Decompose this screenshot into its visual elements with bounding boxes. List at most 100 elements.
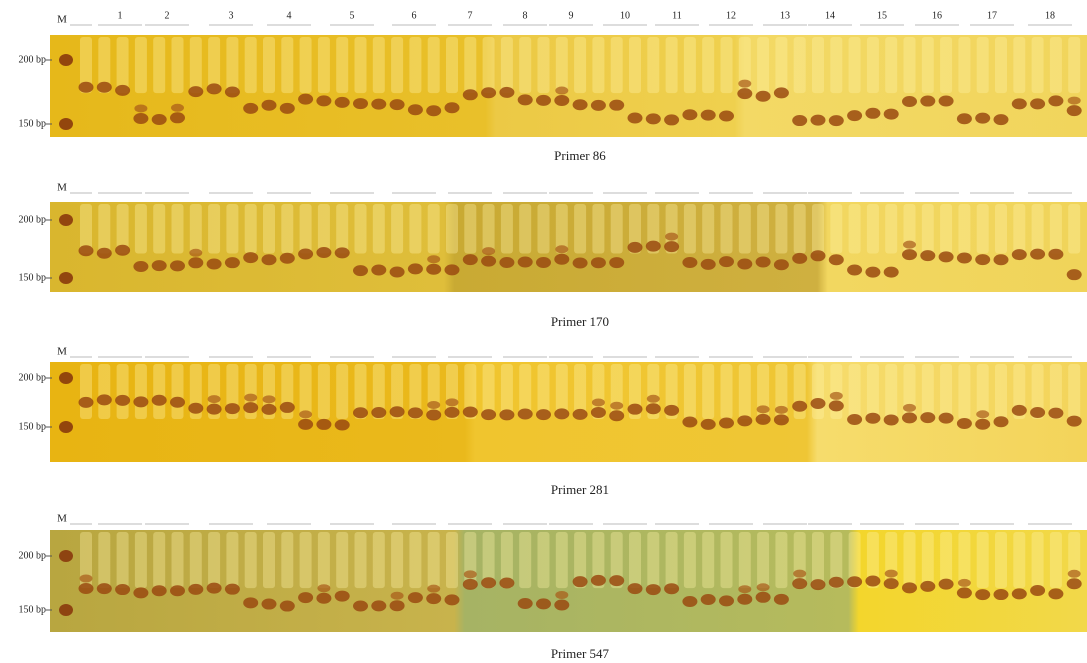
lane-number: 11 [672,10,682,21]
band [353,98,368,109]
band [335,247,350,258]
lane-smear [830,37,842,93]
band [719,256,734,267]
band [591,575,606,586]
band [591,100,606,111]
band [170,112,185,123]
band [1067,105,1082,116]
lane-number: 17 [987,10,997,21]
size-label: 150 bp [19,118,47,129]
lane-smear [739,364,751,419]
lane-smear [885,204,897,254]
lane-smear [172,204,184,254]
band [591,257,606,268]
band [792,115,807,126]
lane-smear [721,532,733,588]
lane-smear [702,364,714,419]
band [280,402,295,413]
band [298,94,313,105]
lane-number: 8 [523,10,528,21]
band [957,113,972,124]
band [408,104,423,115]
lane-number: 9 [569,10,574,21]
lane-number: 6 [412,10,417,21]
lane-smear [98,364,110,419]
gel-figure: M200 bp150 bp123456789101112131415161718… [0,0,1087,663]
lane-smear [172,37,184,93]
size-label: 200 bp [19,550,47,561]
band [646,241,661,252]
band [975,254,990,265]
band [994,254,1009,265]
lane-smear [172,532,184,588]
band [682,257,697,268]
lane-smear [1050,37,1062,93]
band [426,593,441,604]
lane-smear [794,37,806,93]
lane-smear [995,532,1007,588]
lane-smear [666,37,678,93]
lane-smear [281,532,293,588]
band [170,585,185,596]
band [829,400,844,411]
band [408,407,423,418]
lane-smear [208,204,220,254]
band [133,587,148,598]
band [133,396,148,407]
lane-smear [885,364,897,419]
caption: Primer 170 [551,314,609,329]
band [188,257,203,268]
band [97,82,112,93]
band [189,249,202,257]
band [920,412,935,423]
lane-smear [922,364,934,419]
band [299,410,312,418]
lane-smear [355,204,367,254]
band [757,405,770,413]
lane-smear [867,364,879,419]
lane-smear [153,204,165,254]
band [1067,578,1082,589]
lane-smear [739,532,751,588]
band [555,591,568,599]
lane-smear [1050,532,1062,588]
band [353,600,368,611]
lane-smear [428,37,440,93]
band [811,579,826,590]
lane-smear [922,532,934,588]
marker-band [59,604,73,616]
band [225,584,240,595]
band [280,253,295,264]
lane-number: 4 [287,10,292,21]
lane-smear [98,204,110,254]
band [152,114,167,125]
lane-number: 16 [932,10,942,21]
lane-smear [428,532,440,588]
band [609,575,624,586]
band [518,94,533,105]
band [262,254,277,265]
lane-smear [1068,37,1080,93]
lane-smear [281,204,293,254]
band [371,99,386,110]
lane-smear [336,204,348,254]
lane-smear [647,37,659,93]
band [536,598,551,609]
lane-smear [409,37,421,93]
size-label: 150 bp [19,272,47,283]
band [115,395,130,406]
band [1030,407,1045,418]
lane-number: 15 [877,10,887,21]
band [555,245,568,253]
band [207,583,222,594]
band [756,414,771,425]
band [554,254,569,265]
band [79,583,94,594]
band [536,257,551,268]
lane-smear [519,532,531,588]
lane-smear [867,37,879,93]
band [225,257,240,268]
band [79,245,94,256]
band [170,397,185,408]
lane-smear [977,204,989,254]
